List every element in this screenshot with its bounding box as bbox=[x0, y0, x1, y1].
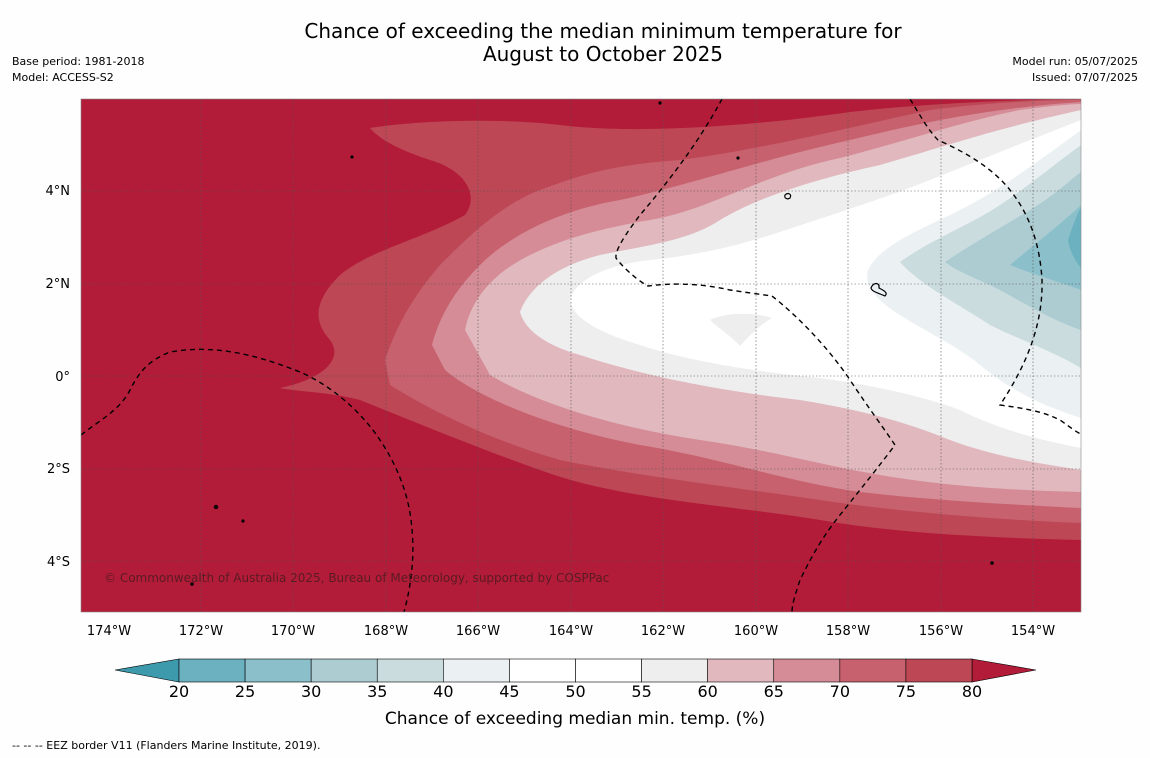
lon-tick-label: 174°W bbox=[87, 624, 131, 639]
islands bbox=[190, 101, 994, 586]
colorbar-low-extend bbox=[114, 658, 180, 683]
lon-tick-label: 168°W bbox=[364, 624, 408, 639]
colorbar-tick-label: 75 bbox=[895, 682, 917, 701]
base-period-text: Base period: 1981-2018 bbox=[12, 55, 145, 68]
lon-tick-label: 162°W bbox=[641, 624, 685, 639]
colorbar-tick-label: 40 bbox=[433, 682, 454, 701]
lon-tick-label: 156°W bbox=[919, 624, 963, 639]
colorbar-cell bbox=[575, 658, 642, 683]
colorbar-cell bbox=[773, 658, 841, 683]
colorbar-tick-label: 70 bbox=[829, 682, 850, 701]
colorbar-tick-label: 55 bbox=[631, 682, 652, 701]
colorbar-tick-label: 50 bbox=[565, 682, 586, 701]
colorbar-tick-label: 80 bbox=[961, 682, 983, 701]
map-frame bbox=[80, 98, 1082, 613]
colorbar-tick-label: 65 bbox=[763, 682, 784, 701]
lat-tick-label: 2°N bbox=[46, 277, 71, 292]
contour-20-25 bbox=[1068, 208, 1081, 268]
colorbar-cell bbox=[310, 658, 378, 683]
gridlines bbox=[81, 99, 1081, 612]
colorbar-cell bbox=[178, 658, 246, 683]
contour-layer bbox=[81, 99, 1081, 612]
model-run-text: Model run: 05/07/2025 bbox=[1012, 55, 1138, 68]
lon-tick-label: 160°W bbox=[734, 624, 778, 639]
colorbar-cell bbox=[244, 658, 312, 683]
colorbar-cell bbox=[707, 658, 775, 683]
lat-tick-label: 0° bbox=[55, 370, 70, 385]
contour-30-35 bbox=[945, 172, 1081, 330]
lon-tick-label: 154°W bbox=[1011, 624, 1055, 639]
eez-legend-note: -- -- -- EEZ border V11 (Flanders Marine… bbox=[12, 739, 321, 752]
colorbar-cell bbox=[376, 658, 444, 683]
lat-tick-label: 4°N bbox=[46, 184, 71, 199]
colorbar-cell bbox=[443, 658, 510, 683]
colorbar-high-extend bbox=[971, 658, 1037, 683]
lon-tick-label: 172°W bbox=[179, 624, 223, 639]
colorbar-cells bbox=[178, 658, 973, 683]
issued-text: Issued: 07/07/2025 bbox=[1031, 71, 1138, 84]
copyright-text: © Commonwealth of Australia 2025, Bureau… bbox=[104, 571, 610, 585]
map-title-line2: August to October 2025 bbox=[482, 42, 724, 66]
map-title-line1: Chance of exceeding the median minimum t… bbox=[304, 19, 902, 43]
meta-right: Model run: 05/07/2025 Issued: 07/07/2025 bbox=[1012, 54, 1138, 86]
eez-borders bbox=[81, 99, 1081, 612]
lon-tick-label: 164°W bbox=[549, 624, 593, 639]
colorbar-tick-label: 60 bbox=[697, 682, 718, 701]
contour-island-55-60 bbox=[710, 313, 772, 346]
colorbar bbox=[114, 658, 1037, 683]
colorbar-cell bbox=[839, 658, 907, 683]
lon-tick-label: 158°W bbox=[826, 624, 870, 639]
colorbar-tick-label: 45 bbox=[499, 682, 520, 701]
model-text: Model: ACCESS-S2 bbox=[12, 71, 114, 84]
lat-tick-label: 4°S bbox=[47, 555, 70, 570]
colorbar-cell bbox=[509, 658, 576, 683]
contour-45-55 bbox=[570, 120, 1081, 448]
lon-tick-label: 166°W bbox=[456, 624, 500, 639]
meta-left: Base period: 1981-2018 Model: ACCESS-S2 bbox=[12, 54, 144, 86]
colorbar-tick-label: 35 bbox=[367, 682, 388, 701]
contour-25-30 bbox=[1010, 205, 1081, 290]
colorbar-tick-label: 25 bbox=[234, 682, 256, 701]
colorbar-tick-label: 30 bbox=[300, 682, 322, 701]
colorbar-title: Chance of exceeding median min. temp. (%… bbox=[384, 709, 766, 729]
axis-labels: 174°W 172°W 170°W 168°W 166°W 164°W 162°W 160°W… bbox=[46, 184, 1056, 639]
lat-tick-label: 2°S bbox=[47, 462, 70, 477]
colorbar-cell bbox=[641, 658, 708, 683]
colorbar-tick-label: 20 bbox=[168, 682, 190, 701]
lon-tick-label: 170°W bbox=[271, 624, 315, 639]
colorbar-cell bbox=[905, 658, 973, 683]
